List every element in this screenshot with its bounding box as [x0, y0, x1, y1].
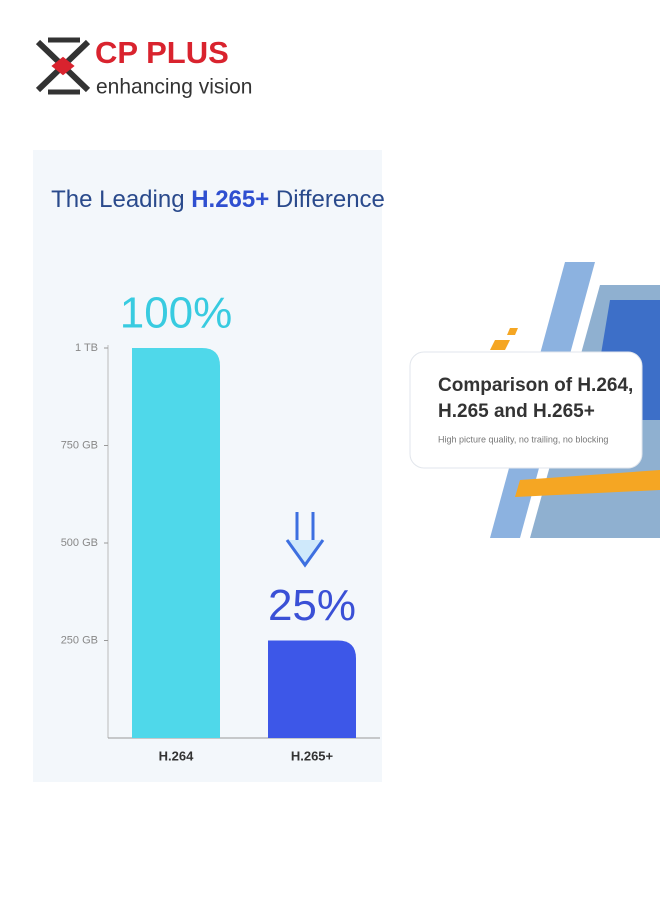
title-part: H.265+ [191, 186, 269, 213]
banner-card [409, 351, 643, 469]
bar [132, 348, 220, 738]
down-arrow-icon [285, 512, 325, 568]
y-tick-label: 250 GB [61, 634, 98, 646]
banner-heading: H.265 and H.265+ [438, 401, 595, 422]
title-part: Difference [269, 186, 385, 213]
logo-icon [35, 37, 91, 95]
x-tick-label: H.265+ [291, 748, 334, 763]
logo-tagline: enhancing vision [96, 76, 252, 99]
value-label: 100% [120, 289, 233, 338]
y-tick-label: 750 GB [61, 439, 98, 451]
x-tick-label: H.264 [159, 748, 194, 763]
plot: 250 GB 500 GB 750 GB 1 TB H.264 100% H.265+ 25% [61, 289, 356, 764]
bar [268, 640, 356, 738]
y-tick-label: 1 TB [75, 342, 98, 354]
banner-heading: Comparison of H.264, [438, 375, 633, 396]
banner-subheading: High picture quality, no trailing, no bl… [438, 434, 608, 444]
logo-brand: CP PLUS [95, 35, 229, 70]
y-tick-label: 500 GB [61, 537, 98, 549]
title-part: The Leading [51, 186, 191, 213]
value-label: 25% [268, 581, 356, 630]
chart-title: The Leading H.265+ Difference [51, 186, 385, 213]
